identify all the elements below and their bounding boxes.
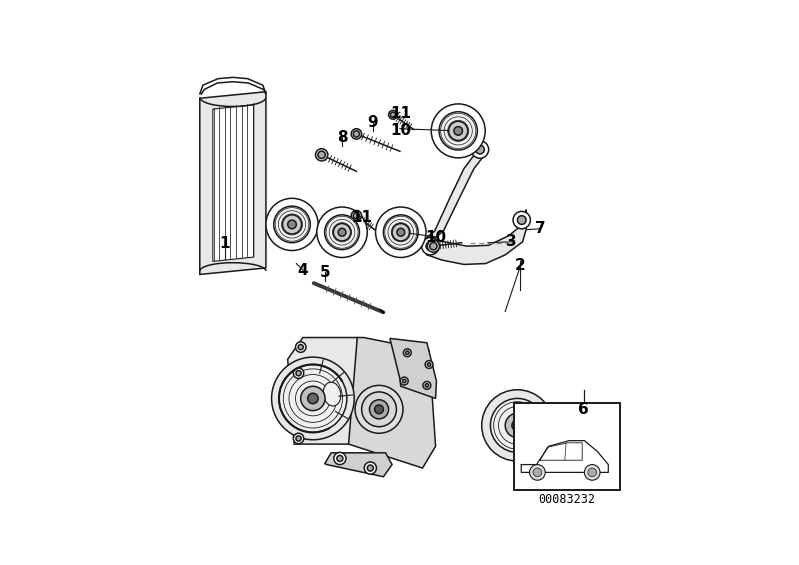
Text: 6: 6 bbox=[578, 402, 589, 417]
Circle shape bbox=[557, 436, 562, 441]
Circle shape bbox=[375, 405, 384, 414]
Circle shape bbox=[584, 464, 600, 480]
Circle shape bbox=[426, 242, 435, 250]
Circle shape bbox=[308, 393, 318, 403]
Text: 10: 10 bbox=[390, 123, 411, 138]
Circle shape bbox=[449, 121, 467, 141]
Text: 2: 2 bbox=[515, 258, 526, 273]
Text: 1: 1 bbox=[220, 237, 230, 251]
Circle shape bbox=[505, 413, 530, 437]
Circle shape bbox=[423, 381, 431, 389]
Circle shape bbox=[362, 392, 396, 427]
Circle shape bbox=[266, 198, 318, 250]
Circle shape bbox=[288, 220, 296, 229]
Circle shape bbox=[272, 357, 354, 440]
Circle shape bbox=[392, 224, 410, 241]
Circle shape bbox=[518, 216, 526, 224]
Circle shape bbox=[353, 131, 360, 137]
Ellipse shape bbox=[324, 382, 341, 406]
Circle shape bbox=[425, 360, 433, 368]
Polygon shape bbox=[390, 338, 436, 398]
Bar bbox=[514, 403, 621, 490]
Text: 3: 3 bbox=[507, 234, 517, 249]
Circle shape bbox=[391, 112, 396, 118]
Circle shape bbox=[324, 215, 360, 250]
Circle shape bbox=[298, 345, 304, 350]
Circle shape bbox=[388, 110, 397, 119]
Circle shape bbox=[355, 385, 403, 433]
Text: 10: 10 bbox=[425, 230, 446, 245]
Circle shape bbox=[512, 420, 523, 431]
Circle shape bbox=[425, 384, 428, 387]
Circle shape bbox=[296, 371, 301, 376]
Circle shape bbox=[334, 453, 346, 464]
Circle shape bbox=[406, 351, 409, 354]
Circle shape bbox=[369, 400, 388, 419]
Circle shape bbox=[364, 462, 376, 474]
Circle shape bbox=[439, 112, 477, 150]
Circle shape bbox=[422, 237, 439, 255]
Text: 4: 4 bbox=[297, 263, 308, 277]
Text: 5: 5 bbox=[320, 265, 330, 280]
Text: 7: 7 bbox=[535, 221, 545, 236]
Circle shape bbox=[283, 215, 301, 234]
Circle shape bbox=[454, 127, 463, 135]
Circle shape bbox=[482, 390, 553, 461]
Circle shape bbox=[293, 433, 304, 444]
Circle shape bbox=[274, 206, 310, 243]
Circle shape bbox=[384, 215, 418, 250]
Polygon shape bbox=[427, 210, 526, 264]
Polygon shape bbox=[288, 337, 364, 444]
Circle shape bbox=[588, 468, 597, 477]
Circle shape bbox=[368, 465, 373, 471]
Text: 00083232: 00083232 bbox=[539, 493, 596, 506]
Polygon shape bbox=[324, 453, 392, 477]
Circle shape bbox=[300, 386, 325, 411]
Circle shape bbox=[430, 242, 437, 250]
Polygon shape bbox=[427, 150, 489, 237]
Polygon shape bbox=[200, 92, 266, 275]
Circle shape bbox=[316, 149, 328, 161]
Text: 11: 11 bbox=[390, 106, 411, 121]
Text: 9: 9 bbox=[368, 115, 378, 130]
Circle shape bbox=[337, 455, 343, 462]
Circle shape bbox=[400, 377, 408, 385]
Text: 11: 11 bbox=[351, 210, 372, 225]
Circle shape bbox=[338, 228, 346, 236]
Circle shape bbox=[555, 433, 565, 444]
Circle shape bbox=[397, 228, 405, 236]
Circle shape bbox=[296, 436, 301, 441]
Circle shape bbox=[475, 145, 484, 154]
Circle shape bbox=[471, 141, 489, 158]
Circle shape bbox=[533, 468, 542, 477]
Circle shape bbox=[403, 349, 411, 357]
Circle shape bbox=[530, 464, 545, 480]
Circle shape bbox=[352, 211, 362, 221]
Circle shape bbox=[352, 129, 362, 139]
Circle shape bbox=[333, 224, 351, 241]
Text: 8: 8 bbox=[336, 130, 348, 145]
Circle shape bbox=[353, 212, 360, 219]
Circle shape bbox=[403, 379, 406, 383]
Circle shape bbox=[318, 151, 325, 158]
Circle shape bbox=[296, 342, 306, 353]
Circle shape bbox=[293, 368, 304, 379]
Circle shape bbox=[279, 364, 347, 432]
Circle shape bbox=[491, 398, 544, 453]
Circle shape bbox=[427, 363, 431, 366]
Circle shape bbox=[513, 211, 531, 229]
Circle shape bbox=[427, 240, 439, 252]
Circle shape bbox=[376, 207, 426, 258]
Circle shape bbox=[317, 207, 368, 258]
Circle shape bbox=[431, 104, 485, 158]
Polygon shape bbox=[213, 105, 254, 262]
Polygon shape bbox=[348, 337, 435, 468]
